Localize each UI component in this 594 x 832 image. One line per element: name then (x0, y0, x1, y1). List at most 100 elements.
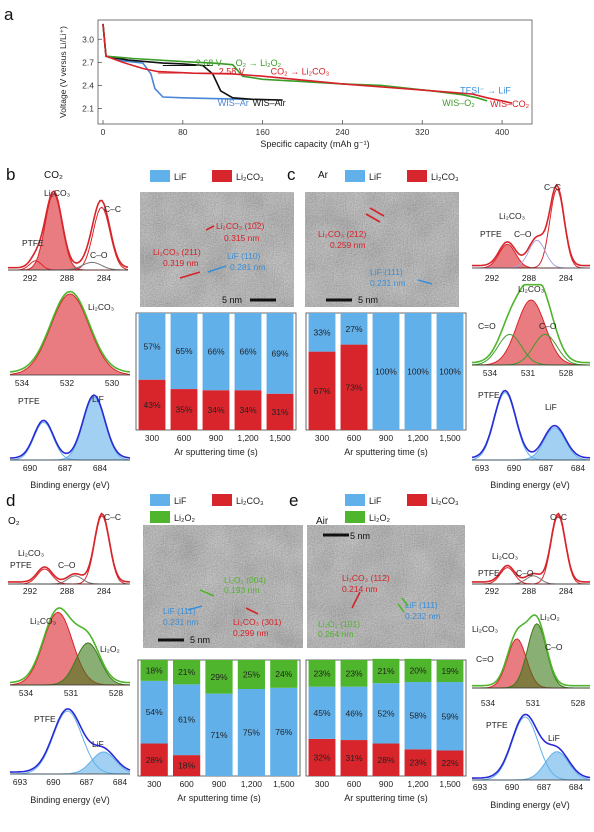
xps-peak-label: C–O (539, 321, 557, 331)
xps-peak-label: LiF (545, 402, 557, 412)
legend-label: LiF (369, 496, 382, 506)
envelope-line (472, 713, 591, 779)
x-axis-label: Ar sputtering time (s) (174, 447, 258, 457)
legend-label: Li₂CO₃ (431, 496, 459, 506)
tem-image-d: 5 nm Li₂O₂ (004)0.193 nm LiF (111)0.231 nm… (143, 525, 303, 648)
tem-annotation: Li₂CO₃ (211) (153, 247, 201, 257)
x-tick-label: 160 (256, 127, 270, 137)
bar-segment-Li₂O₂ (172, 660, 201, 685)
xps-tick-label: 687 (58, 463, 72, 473)
tem-annotation: Li₂CO₃ (10̅2) (216, 221, 265, 231)
component-fill (8, 193, 128, 270)
x-tick-label: 80 (178, 127, 188, 137)
bar-segment-LiF (140, 680, 168, 744)
bar-value-label: 18% (178, 761, 195, 771)
x-tick-label: 1,500 (439, 433, 461, 443)
legend-swatch (150, 494, 170, 506)
envelope-line (9, 394, 131, 459)
tem-noise (140, 192, 294, 307)
component-fill (472, 623, 590, 688)
xps-peak-label: PTFE (10, 560, 32, 570)
legend-swatch (345, 494, 365, 506)
voltage-profile-plot: 0 80 160 240 320 400 2.1 2.4 2.7 3.0 Specific capa… (58, 19, 533, 149)
bar-value-label: 46% (345, 708, 362, 718)
x-tick-label: 1,200 (407, 433, 429, 443)
envelope-line (10, 708, 131, 773)
bar-value-label: 100% (375, 367, 397, 377)
panel-label-d: d (6, 491, 15, 510)
stacked-bar-b: 43% 57% 300 35% 65% 600 34% 66% 900 34% 66% 1,200 31… (135, 312, 297, 457)
x-tick-label: 900 (379, 433, 393, 443)
tem-annotation: 0.231 nm (370, 278, 405, 288)
component-fill (472, 300, 590, 365)
xps-tick-label: 684 (571, 463, 585, 473)
bar-segment-Li₂CO₃ (340, 344, 368, 430)
xps-tick-label: 687 (539, 463, 553, 473)
x-tick-label: 1,500 (439, 779, 461, 789)
bar-segment-Li₂O₂ (436, 660, 464, 683)
xps-tick-label: 531 (64, 688, 78, 698)
xps-tick-label: 684 (93, 463, 107, 473)
x-tick-label: 900 (209, 433, 223, 443)
legend-label: Li₂CO₃ (236, 496, 264, 506)
bar-value-label: 35% (175, 405, 192, 415)
xps-peak-label: C–O (90, 250, 108, 260)
bar-value-label: 25% (243, 670, 260, 680)
xps-tick-label: 288 (522, 586, 536, 596)
legend-e: LiF Li₂CO₃ Li₂O₂ (345, 494, 459, 523)
bar-segment-LiF (436, 682, 464, 751)
lattice-marker (397, 603, 405, 613)
legend-label: Li₂O₂ (174, 513, 195, 523)
bar-value-label: 58% (409, 711, 426, 721)
xps-tick-label: 690 (505, 782, 519, 792)
series-line-WIS–O₂ (102, 23, 488, 102)
x-tick-label: 600 (347, 433, 361, 443)
series-line-WIS–CO₂ (102, 23, 513, 104)
xps-peak-label: Li₂CO₃ (18, 548, 44, 558)
tem-annotation: 0.281 nm (230, 262, 265, 272)
x-tick-label: 900 (379, 779, 393, 789)
bar-segment-Li₂CO₃ (170, 389, 198, 430)
bar-value-label: 45% (313, 708, 330, 718)
scale-bar-label: 5 nm (350, 531, 370, 541)
legend-swatch (345, 511, 365, 523)
xps-peak-label: PTFE (480, 229, 502, 239)
xps-tick-label: 534 (481, 698, 495, 708)
component-peak (472, 299, 590, 366)
xps-xlabel: Binding energy (eV) (30, 480, 110, 490)
bar-value-label: 23% (313, 668, 330, 678)
tem-noise (305, 192, 459, 307)
xps-peak-label: Li₂CO₃ (44, 188, 70, 198)
bar-segment-LiF (138, 313, 166, 380)
y-tick-label: 3.0 (82, 34, 94, 44)
bar-segment-LiF (372, 683, 400, 744)
envelope-line (471, 283, 591, 364)
xps-tick-label: 534 (483, 368, 497, 378)
x-tick-label: 0 (101, 127, 106, 137)
bar-segment-Li₂CO₃ (372, 743, 400, 776)
bar-segment-Li₂O₂ (270, 660, 298, 688)
xps-peak-label: LiF (92, 739, 104, 749)
bar-value-label: 76% (275, 727, 292, 737)
xps-tick-label: 288 (60, 273, 74, 283)
legend-swatch (212, 170, 232, 182)
xps-tick-label: 530 (105, 378, 119, 388)
scale-bar-label: 5 nm (190, 635, 210, 645)
bar-segment-Li₂CO₃ (138, 379, 166, 430)
bar-value-label: 66% (239, 347, 256, 357)
envelope-line (8, 512, 131, 583)
lattice-marker (351, 591, 361, 609)
bar-segment-LiF (308, 313, 336, 352)
envelope-line (9, 290, 131, 373)
bar-value-label: 69% (271, 348, 288, 358)
xps-tick-label: 284 (97, 273, 111, 283)
y-tick-label: 2.1 (82, 104, 94, 114)
xps-peak-label: C–C (544, 182, 561, 192)
tem-annotation: 0.264 nm (318, 629, 353, 639)
legend-b: LiF Li₂CO₃ (150, 170, 264, 182)
xps-peak-label: Li₂CO₃ (472, 624, 498, 634)
legend-d: LiF Li₂CO₃ Li₂O₂ (150, 494, 264, 523)
bar-value-label: 33% (313, 327, 330, 337)
xps-tick-label: 531 (526, 698, 540, 708)
bar-segment-Li₂O₂ (340, 660, 368, 687)
